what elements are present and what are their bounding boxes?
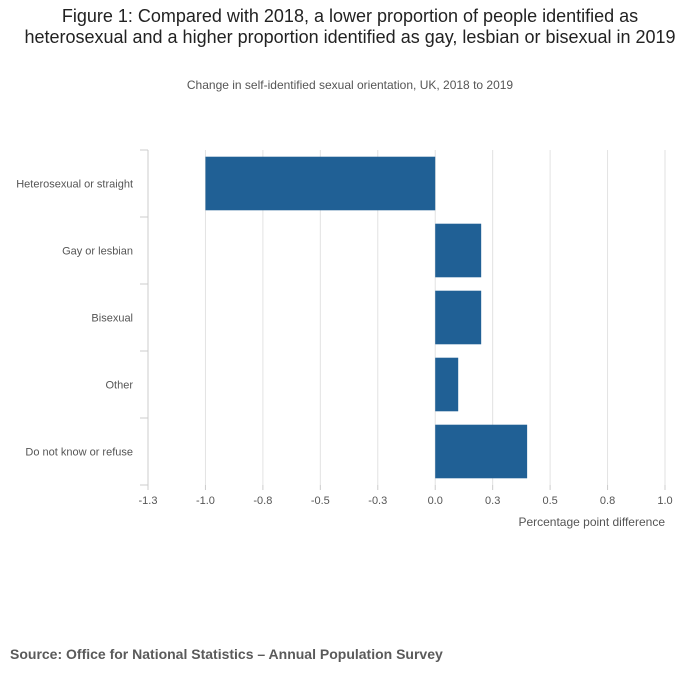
x-tick-label: 0.5	[542, 495, 557, 507]
bar	[435, 357, 459, 412]
x-tick-label: -1.0	[196, 495, 215, 507]
category-label: Heterosexual or straight	[16, 179, 133, 191]
category-label: Do not know or refuse	[25, 447, 133, 459]
category-label: Other	[105, 380, 133, 392]
category-label: Bisexual	[91, 313, 133, 325]
x-tick-label: 0.8	[600, 495, 615, 507]
source-note: Source: Office for National Statistics –…	[10, 646, 443, 662]
x-tick-label: 0.0	[428, 495, 443, 507]
x-tick-label: -0.8	[253, 495, 272, 507]
bar	[435, 424, 528, 479]
chart-subtitle: Change in self-identified sexual orienta…	[186, 78, 514, 92]
bar	[435, 290, 482, 345]
x-tick-label: 1.0	[657, 495, 672, 507]
x-tick-label: -0.5	[311, 495, 330, 507]
x-tick-label: -0.3	[368, 495, 387, 507]
category-label: Gay or lesbian	[62, 246, 133, 258]
x-tick-label: -1.3	[139, 495, 158, 507]
x-tick-label: 0.3	[485, 495, 500, 507]
x-axis-title: Percentage point difference	[518, 515, 665, 529]
bar	[205, 156, 436, 211]
bar	[435, 223, 482, 278]
chart-title: Figure 1: Compared with 2018, a lower pr…	[24, 6, 676, 47]
